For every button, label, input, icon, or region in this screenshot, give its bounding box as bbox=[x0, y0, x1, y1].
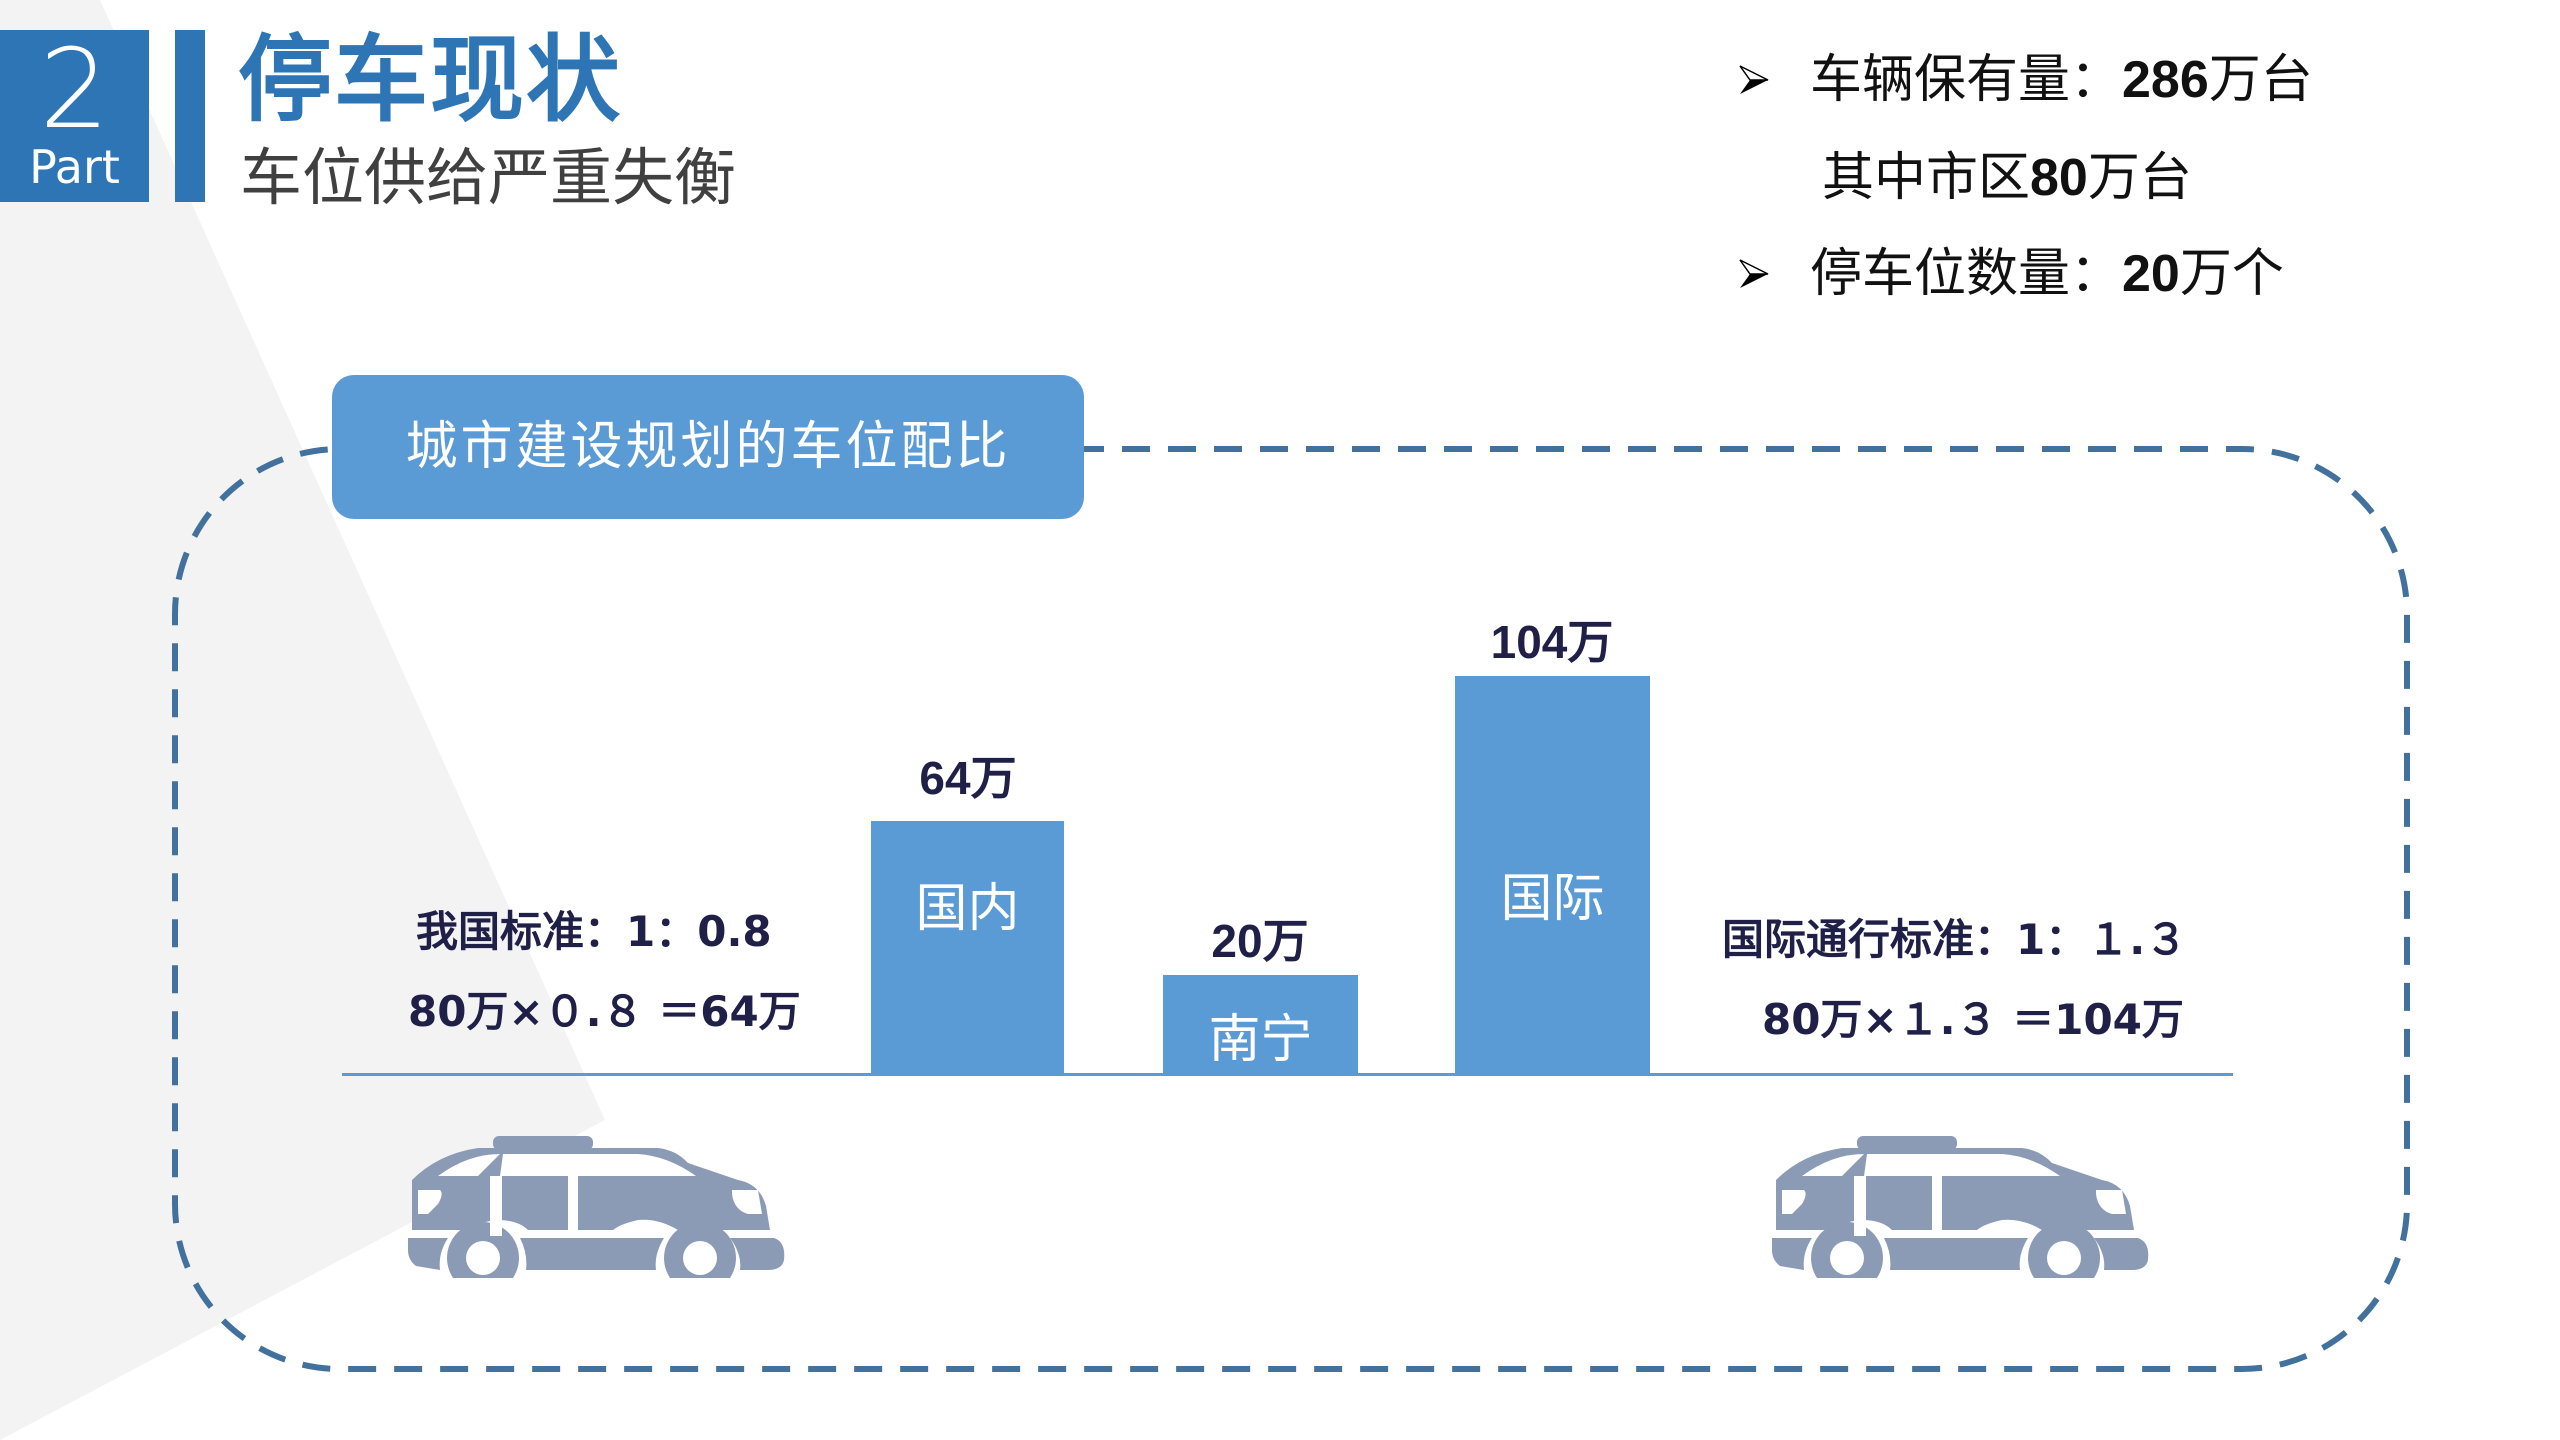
part-badge: 2 Part bbox=[0, 30, 149, 202]
bar-domestic: 国内 bbox=[871, 821, 1064, 1074]
fact-unit: 万台 bbox=[2208, 50, 2313, 110]
bar-value-label: 20万 bbox=[1211, 915, 1309, 967]
car-icon bbox=[1772, 1136, 2149, 1278]
international-calculation-note: 80万×１.３ ＝104万 bbox=[1762, 995, 2184, 1044]
fact-label: 车辆保有量： bbox=[1810, 50, 2123, 110]
fact-value: 286 bbox=[2122, 51, 2209, 109]
fact-value: 20 bbox=[2122, 245, 2180, 303]
domestic-calculation-note: 80万×０.８ ＝64万 bbox=[408, 987, 801, 1036]
fact-unit: 万台 bbox=[2087, 148, 2192, 208]
bar-category-label: 国内 bbox=[915, 879, 1020, 939]
part-label: Part bbox=[29, 140, 120, 194]
arrowhead-icon bbox=[1739, 259, 1769, 288]
page-title: 停车现状 bbox=[238, 26, 623, 135]
bar-value-label: 104万 bbox=[1490, 616, 1614, 668]
page-subtitle: 车位供给严重失衡 bbox=[240, 141, 737, 214]
fact-unit: 万个 bbox=[2179, 244, 2284, 304]
fact-label: 其中市区 bbox=[1822, 148, 2031, 208]
bar-category-label: 国际 bbox=[1500, 869, 1605, 929]
bar-international: 国际 bbox=[1455, 676, 1650, 1074]
fact-label: 停车位数量： bbox=[1810, 244, 2123, 304]
part-number: 2 bbox=[39, 25, 110, 153]
arrowhead-icon bbox=[1739, 65, 1769, 94]
bar-value-label: 64万 bbox=[919, 752, 1017, 804]
international-standard-note: 国际通行标准：1：１.３ bbox=[1722, 915, 2188, 964]
car-icon bbox=[408, 1136, 785, 1278]
panel-label: 城市建设规划的车位配比 bbox=[332, 375, 1084, 519]
accent-bar bbox=[175, 30, 205, 202]
bar-nanning: 南宁 bbox=[1163, 975, 1358, 1074]
fact-value: 80 bbox=[2030, 149, 2088, 207]
domestic-standard-note: 我国标准：1：0.8 bbox=[416, 907, 772, 956]
chart-baseline bbox=[342, 1073, 2233, 1076]
bar-category-label: 南宁 bbox=[1208, 1010, 1313, 1070]
